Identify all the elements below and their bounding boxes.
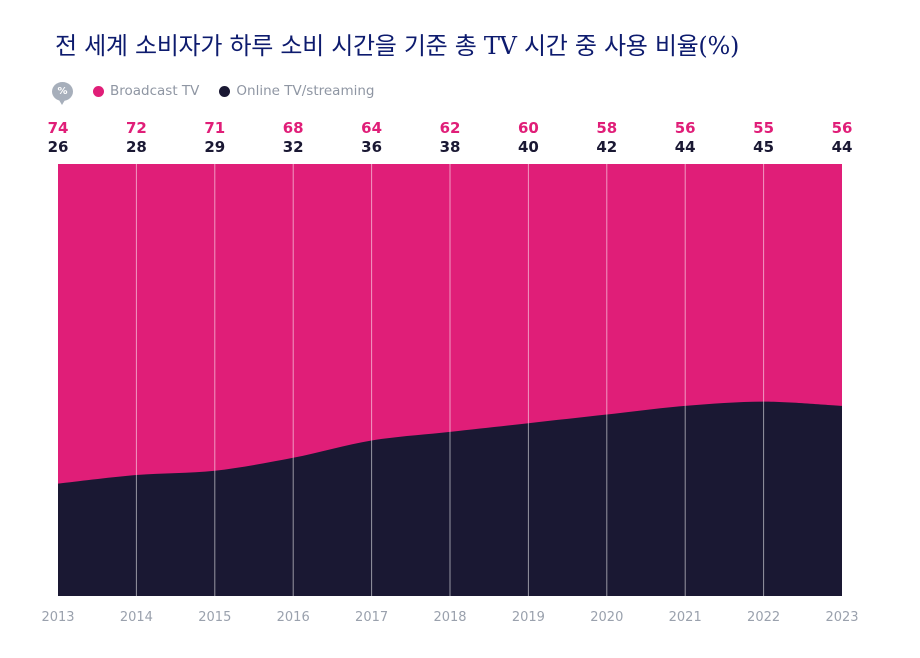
chart-title: 전 세계 소비자가 하루 소비 시간을 기준 총 TV 시간 중 사용 비율(%… [55, 32, 740, 60]
data-label-online: 42 [596, 138, 617, 156]
data-label-broadcast: 74 [48, 119, 69, 137]
data-label-online: 36 [361, 138, 382, 156]
x-tick-label: 2017 [355, 610, 388, 625]
unit-badge: % [52, 81, 73, 105]
legend-item-online[interactable]: Online TV/streaming [219, 83, 374, 99]
x-tick-label: 2014 [120, 610, 153, 625]
data-label-broadcast: 62 [440, 119, 461, 137]
x-tick-label: 2019 [512, 610, 545, 625]
legend-swatch-broadcast [93, 85, 104, 97]
legend-swatch-online [219, 85, 231, 97]
data-label-online: 38 [440, 138, 461, 156]
data-label-broadcast: 58 [596, 119, 617, 137]
data-label-broadcast: 64 [361, 119, 382, 137]
x-tick-label: 2021 [669, 610, 702, 625]
data-label-online: 45 [753, 138, 774, 156]
legend-label-broadcast: Broadcast TV [110, 83, 200, 99]
data-label-online: 44 [675, 138, 696, 156]
x-tick-label: 2020 [590, 610, 623, 625]
legend: % Broadcast TV Online TV/streaming [52, 80, 394, 105]
x-tick-label: 2022 [747, 610, 780, 625]
x-tick-label: 2016 [277, 610, 310, 625]
x-tick-label: 2015 [198, 610, 231, 625]
data-label-online: 44 [832, 138, 853, 156]
x-tick-label: 2018 [433, 610, 466, 625]
x-tick-label: 2023 [825, 610, 858, 625]
data-label-broadcast: 68 [283, 119, 304, 137]
data-label-online: 28 [126, 138, 147, 156]
data-label-broadcast: 56 [832, 119, 853, 137]
data-label-broadcast: 72 [126, 119, 147, 137]
data-label-broadcast: 60 [518, 119, 539, 137]
data-label-online: 40 [518, 138, 539, 156]
x-tick-label: 2013 [41, 610, 74, 625]
data-label-online: 32 [283, 138, 304, 156]
data-label-broadcast: 56 [675, 119, 696, 137]
legend-label-online: Online TV/streaming [236, 83, 375, 99]
legend-item-broadcast[interactable]: Broadcast TV [93, 83, 199, 99]
data-label-broadcast: 55 [753, 119, 774, 137]
data-label-online: 29 [204, 138, 225, 156]
data-label-broadcast: 71 [204, 119, 225, 137]
data-label-online: 26 [48, 138, 69, 156]
